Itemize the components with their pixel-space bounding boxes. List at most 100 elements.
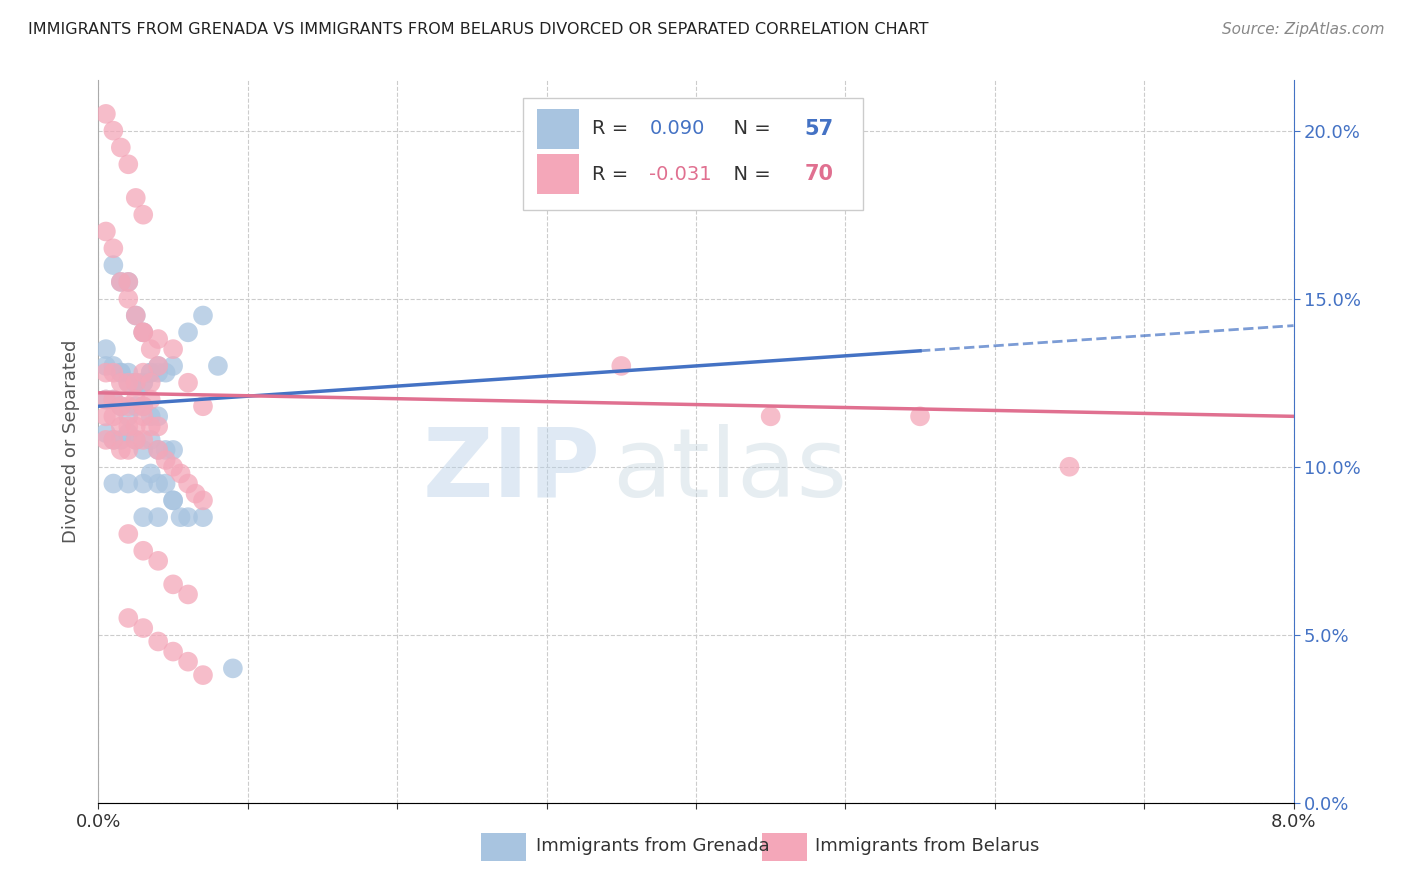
Point xyxy=(155,453,177,467)
Point xyxy=(222,661,245,675)
Text: 57: 57 xyxy=(804,119,834,138)
Point xyxy=(125,191,148,205)
Point xyxy=(103,392,125,407)
Point xyxy=(139,366,162,380)
Point xyxy=(148,476,170,491)
Point xyxy=(132,208,155,222)
Point xyxy=(139,366,162,380)
Point xyxy=(117,399,139,413)
Point xyxy=(125,399,148,413)
Point xyxy=(155,366,177,380)
Point xyxy=(125,376,148,390)
Point xyxy=(94,366,117,380)
Point xyxy=(110,275,132,289)
Point xyxy=(148,359,170,373)
Point xyxy=(148,634,170,648)
Point xyxy=(177,326,200,340)
Point xyxy=(139,376,162,390)
Point xyxy=(94,342,117,356)
Point xyxy=(110,376,132,390)
Point xyxy=(148,442,170,457)
Point xyxy=(117,157,139,171)
Point xyxy=(148,442,170,457)
Point xyxy=(191,668,214,682)
Point xyxy=(139,467,162,481)
Point xyxy=(110,366,132,380)
Text: N =: N = xyxy=(721,165,778,184)
Point xyxy=(103,359,125,373)
Point xyxy=(148,409,170,424)
Text: -0.031: -0.031 xyxy=(650,165,711,184)
Point xyxy=(177,587,200,601)
Point xyxy=(132,433,155,447)
Point xyxy=(94,107,117,121)
Point xyxy=(117,275,139,289)
Point xyxy=(117,442,139,457)
FancyBboxPatch shape xyxy=(537,109,579,149)
Text: IMMIGRANTS FROM GRENADA VS IMMIGRANTS FROM BELARUS DIVORCED OR SEPARATED CORRELA: IMMIGRANTS FROM GRENADA VS IMMIGRANTS FR… xyxy=(28,22,928,37)
Text: N =: N = xyxy=(721,120,778,138)
Point xyxy=(155,476,177,491)
Point xyxy=(103,433,125,447)
Point xyxy=(110,442,132,457)
Point xyxy=(103,392,125,407)
Point xyxy=(162,577,184,591)
Point xyxy=(162,493,184,508)
Point xyxy=(132,476,155,491)
Point xyxy=(117,476,139,491)
Point xyxy=(191,309,214,323)
Text: Immigrants from Grenada: Immigrants from Grenada xyxy=(536,838,769,855)
Point xyxy=(103,124,125,138)
Point xyxy=(132,326,155,340)
Point xyxy=(103,476,125,491)
Point xyxy=(132,399,155,413)
Point xyxy=(207,359,229,373)
Point xyxy=(103,258,125,272)
Text: Immigrants from Belarus: Immigrants from Belarus xyxy=(815,838,1040,855)
Point xyxy=(103,409,125,424)
Point xyxy=(117,275,139,289)
Point xyxy=(94,392,117,407)
Point xyxy=(148,510,170,524)
Point xyxy=(110,275,132,289)
Text: 0.090: 0.090 xyxy=(650,120,704,138)
Point xyxy=(759,409,782,424)
Point xyxy=(169,510,191,524)
Point xyxy=(117,376,139,390)
Point xyxy=(125,376,148,390)
Point xyxy=(110,419,132,434)
Point xyxy=(94,433,117,447)
Text: Source: ZipAtlas.com: Source: ZipAtlas.com xyxy=(1222,22,1385,37)
Point xyxy=(148,332,170,346)
Point xyxy=(132,442,155,457)
Point xyxy=(117,426,139,441)
Point xyxy=(162,359,184,373)
Point xyxy=(117,409,139,424)
Point xyxy=(148,554,170,568)
Point xyxy=(117,376,139,390)
Point xyxy=(191,493,214,508)
Point xyxy=(103,241,125,255)
Point xyxy=(132,510,155,524)
Point xyxy=(184,486,207,500)
Point xyxy=(125,392,148,407)
Point xyxy=(94,359,117,373)
Point xyxy=(191,510,214,524)
Point xyxy=(132,366,155,380)
Point xyxy=(117,292,139,306)
Point xyxy=(125,433,148,447)
Point xyxy=(162,493,184,508)
FancyBboxPatch shape xyxy=(523,98,863,211)
Point xyxy=(1059,459,1081,474)
Point xyxy=(110,140,132,154)
Point xyxy=(610,359,633,373)
Point xyxy=(132,376,155,390)
Point xyxy=(169,467,191,481)
FancyBboxPatch shape xyxy=(537,154,579,194)
Point xyxy=(162,644,184,658)
Text: R =: R = xyxy=(592,120,634,138)
Text: ZIP: ZIP xyxy=(422,424,600,517)
Point xyxy=(139,342,162,356)
Point xyxy=(139,433,162,447)
Point xyxy=(125,309,148,323)
